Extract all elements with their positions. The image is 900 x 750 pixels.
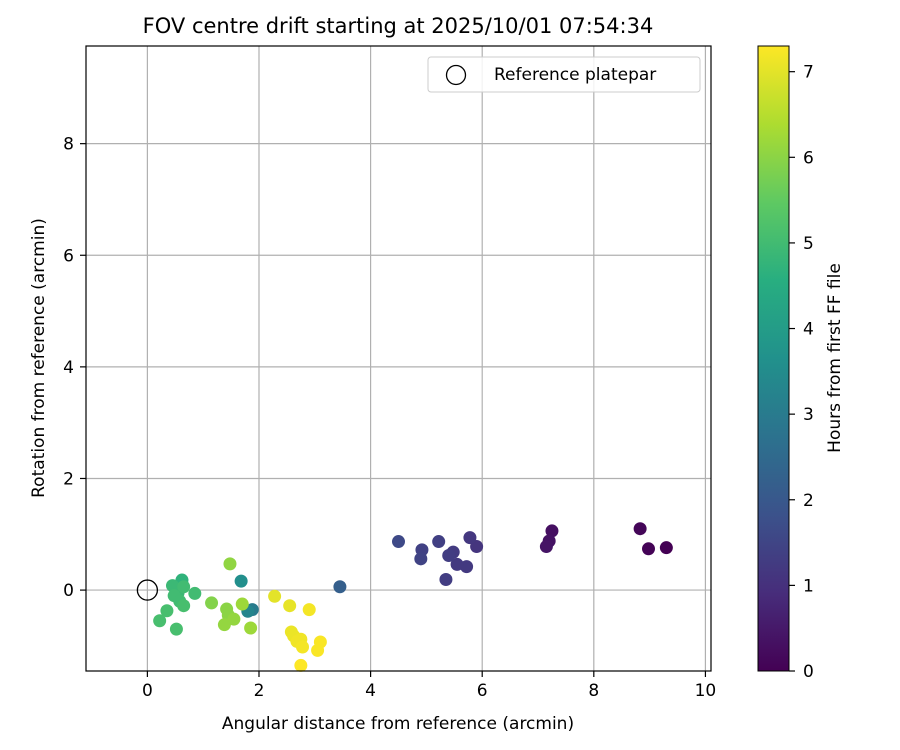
y-tick-label: 8 bbox=[63, 135, 74, 155]
data-point bbox=[463, 531, 477, 545]
legend-box bbox=[427, 56, 701, 93]
data-point bbox=[177, 599, 191, 613]
colorbar-ticks: 0 1 2 3 4 5 6 7 bbox=[789, 63, 814, 682]
data-point bbox=[244, 621, 258, 635]
data-point bbox=[153, 614, 167, 628]
legend-label: Reference platepar bbox=[494, 65, 656, 85]
data-point bbox=[205, 596, 219, 610]
x-axis-label: Angular distance from reference (arcmin) bbox=[222, 714, 574, 734]
data-point bbox=[659, 541, 673, 555]
plot-frame bbox=[85, 45, 712, 672]
data-point bbox=[296, 640, 310, 654]
data-point bbox=[223, 557, 237, 571]
colorbar bbox=[757, 45, 790, 672]
reference-point bbox=[136, 579, 159, 601]
colorbar-tick-label: 7 bbox=[803, 63, 814, 83]
y-tick-label: 0 bbox=[63, 581, 74, 601]
colorbar-tick-label: 2 bbox=[803, 491, 814, 511]
data-point bbox=[235, 597, 249, 611]
data-point bbox=[642, 542, 655, 556]
data-point bbox=[545, 524, 559, 538]
data-point bbox=[432, 535, 446, 549]
data-point bbox=[414, 552, 428, 566]
data-point bbox=[633, 522, 647, 536]
colorbar-tick-label: 4 bbox=[803, 320, 814, 340]
colorbar-tick-label: 1 bbox=[803, 576, 814, 596]
y-axis-ticks: 0 2 4 6 8 bbox=[63, 135, 86, 601]
colorbar-tick-label: 5 bbox=[803, 234, 814, 254]
x-tick-label: 4 bbox=[365, 681, 376, 701]
x-tick-label: 10 bbox=[695, 681, 717, 701]
colorbar-tick-label: 0 bbox=[803, 662, 814, 682]
data-point bbox=[188, 586, 202, 600]
reference-marker bbox=[136, 579, 159, 601]
x-axis-ticks: 0 2 4 6 8 10 bbox=[142, 671, 716, 701]
colorbar-label: Hours from first FF file bbox=[825, 263, 845, 453]
data-point bbox=[169, 622, 183, 636]
x-tick-label: 6 bbox=[477, 681, 488, 701]
data-point bbox=[283, 599, 297, 613]
data-point bbox=[442, 548, 456, 562]
data-point bbox=[439, 572, 453, 586]
data-point bbox=[234, 574, 248, 588]
data-points bbox=[153, 522, 673, 672]
data-point bbox=[268, 589, 282, 603]
y-tick-label: 4 bbox=[63, 358, 74, 378]
chart-title: FOV centre drift starting at 2025/10/01 … bbox=[143, 14, 654, 38]
data-point bbox=[177, 580, 191, 594]
data-point bbox=[294, 658, 308, 672]
data-point bbox=[333, 580, 347, 594]
y-tick-label: 2 bbox=[63, 469, 74, 489]
data-point bbox=[450, 557, 464, 571]
x-tick-label: 2 bbox=[254, 681, 265, 701]
y-axis-label: Rotation from reference (arcmin) bbox=[29, 218, 49, 498]
legend: Reference platepar bbox=[427, 56, 701, 93]
data-point bbox=[470, 540, 484, 554]
y-tick-label: 6 bbox=[63, 246, 74, 266]
data-point bbox=[160, 604, 174, 618]
x-tick-label: 0 bbox=[142, 681, 153, 701]
x-tick-label: 8 bbox=[588, 681, 599, 701]
data-point bbox=[539, 540, 553, 554]
data-point bbox=[313, 635, 327, 649]
legend-marker bbox=[445, 64, 467, 86]
data-point bbox=[227, 612, 241, 626]
colorbar-tick-label: 6 bbox=[803, 148, 814, 168]
data-point bbox=[302, 603, 316, 617]
colorbar-tick-label: 3 bbox=[803, 405, 814, 425]
data-point bbox=[392, 535, 405, 549]
data-point bbox=[217, 618, 231, 632]
